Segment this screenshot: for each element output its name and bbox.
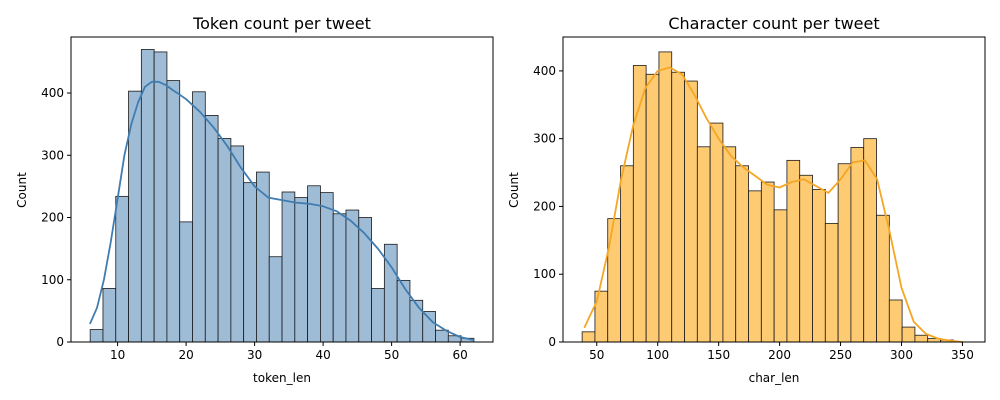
y-tick-label: 200 [41,211,64,225]
kde-curve [583,66,964,343]
histogram-bar [620,165,634,343]
histogram-bar [722,146,737,343]
histogram-bar [901,326,916,343]
kde-line [583,66,964,343]
histogram-bar [345,209,360,343]
histogram-bar [658,51,673,343]
x-tick-label: 100 [646,348,669,362]
histogram-bar [281,191,296,343]
x-tick-label: 30 [247,348,262,362]
histogram-bar [422,311,436,343]
histogram-bars [581,51,954,343]
x-tick-label: 20 [178,348,193,362]
histogram-bar [786,159,801,343]
y-ticks: 0 100 200 300 400 [533,64,563,349]
x-tick-label: 50 [589,348,604,362]
y-tick-label: 0 [56,335,64,349]
histogram-bar [89,329,104,343]
x-tick-label: 150 [707,348,730,362]
histogram-bar [735,165,749,343]
y-ticks: 0 100 200 300 400 [41,86,71,349]
kde-line [89,80,475,342]
y-axis-label: Count [15,172,29,208]
kde-curve [89,80,475,342]
plot-frame [562,36,986,343]
x-tick-label: 60 [452,348,467,362]
x-ticks: 10 20 30 40 50 60 [110,342,468,362]
histogram-bar [888,299,903,343]
histogram-bar [217,138,232,343]
histogram-bar [294,197,309,343]
histogram-bar [166,80,181,343]
y-tick-label: 200 [533,199,556,213]
x-tick-label: 300 [890,348,913,362]
y-tick-label: 0 [548,335,556,349]
y-tick-label: 400 [41,86,64,100]
histogram-bar [153,51,168,343]
x-axis-label: token_len [253,371,311,385]
chart-title: Token count per tweet [192,14,371,33]
y-tick-label: 100 [533,267,556,281]
histogram-bar [435,329,449,343]
histogram-bar [204,115,219,343]
token-count-panel: Token count per tweet token_len Count 10… [15,14,494,385]
x-ticks: 50 100 150 200 250 300 350 [589,342,974,362]
x-tick-label: 200 [768,348,791,362]
character-count-panel: Character count per tweet char_len Count… [507,14,986,385]
histogram-bar [876,214,890,343]
histogram-bar [371,288,385,343]
histogram-bar [773,209,788,343]
x-tick-label: 40 [315,348,330,362]
histogram-bar [696,146,711,343]
histogram-bar [409,299,424,343]
histogram-bar [645,73,660,343]
histogram-bar [192,91,206,343]
histogram-bar [140,49,155,343]
histogram-bar [748,190,762,343]
histogram-bar [850,147,865,343]
y-tick-label: 400 [533,64,556,78]
x-axis-label: char_len [749,371,800,385]
plot-frame [70,36,494,343]
histogram-bar [581,331,596,343]
histogram-bar [179,221,193,343]
histogram-bar [243,182,257,343]
histogram-bar [914,334,929,343]
y-axis-label: Count [507,172,521,208]
histogram-bar [760,181,775,343]
histogram-bar [230,145,245,343]
histogram-bar [320,192,334,343]
x-tick-label: 350 [951,348,974,362]
x-tick-label: 50 [384,348,399,362]
histogram-bar [799,174,813,343]
histogram-bars [89,49,475,343]
y-tick-label: 300 [41,148,64,162]
histogram-bar [837,163,852,343]
histogram-bar [824,222,839,343]
histogram-bar [268,256,283,343]
chart-title: Character count per tweet [668,14,879,33]
histogram-bar [358,217,372,343]
histogram-bar [102,288,117,343]
histogram-bar [115,195,129,343]
x-tick-label: 250 [829,348,852,362]
histogram-bar [396,279,411,343]
histogram-bar [684,80,698,343]
histogram-bar [812,189,826,343]
histogram-bar [307,185,321,343]
histogram-bar [709,122,724,343]
histogram-bar [607,218,621,343]
x-tick-label: 10 [110,348,125,362]
y-tick-label: 300 [533,132,556,146]
histogram-bar [332,213,347,343]
y-tick-label: 100 [41,273,64,287]
histogram-bar [671,71,685,343]
